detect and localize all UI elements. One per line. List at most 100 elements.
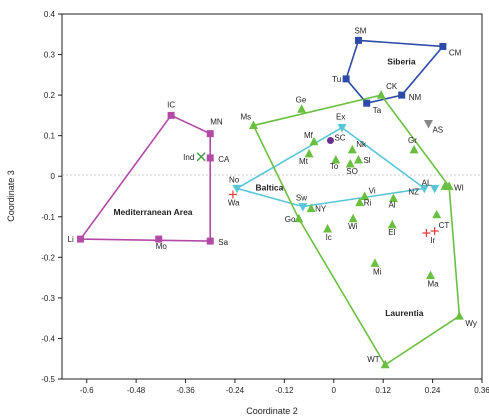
point-laurentia-ge [297, 104, 307, 113]
point-laurentia-unlabeled [432, 209, 442, 219]
point-laurentia-ma [426, 270, 436, 280]
point-baltica-sw [298, 203, 308, 212]
x-axis-title: Coordinate 2 [246, 406, 298, 416]
point-label-ir: Ir [430, 236, 435, 245]
point-label-ic: Ic [326, 233, 332, 242]
x-tick-label: -0.12 [275, 386, 294, 395]
x-tick-label: 0 [332, 386, 337, 395]
y-axis-title: Coordinate 3 [6, 170, 16, 222]
point-siberia-ta [363, 99, 371, 107]
point-label-wa: Wa [228, 198, 240, 207]
x-tick-label: -0.24 [226, 386, 245, 395]
y-axis: 0.4 0.3 0.2 0.1 0 -0.1 -0.2 -0.3 -0.4 -0.5 [41, 10, 62, 384]
point-laurentia-wi [348, 213, 358, 223]
y-tick-label: 0.4 [44, 10, 56, 19]
point-label-ca: CA [218, 155, 230, 164]
point-label-ms: Ms [240, 113, 251, 122]
point-label-mi: Mi [373, 267, 382, 276]
point-label-ct: CT [439, 221, 450, 230]
point-baltica-no [232, 184, 242, 194]
point-laurentia-sl [353, 155, 363, 164]
point-label-gr: Gr [408, 136, 417, 145]
point-label-ny: NY [315, 205, 327, 214]
point-label-sw: Sw [296, 194, 307, 203]
point-laurentia-vi [360, 191, 370, 200]
point-mediterranean-area-mn [206, 130, 214, 138]
point-sc [326, 137, 334, 145]
point-mediterranean-area-ic [167, 111, 175, 119]
x-tick-label: -0.6 [80, 386, 94, 395]
point-label-mf: Mf [304, 131, 314, 140]
point-label-mt: Mt [299, 157, 309, 166]
point-label-sl: Sl [363, 156, 370, 165]
point-as [423, 120, 433, 129]
group-label-mediterranean-area: Mediterranean Area [113, 207, 192, 217]
point-label-no: No [229, 175, 240, 184]
point-mediterranean-area-ca [206, 154, 214, 162]
y-tick-label: -0.3 [41, 294, 55, 303]
point-label-li: Li [68, 235, 74, 244]
point-label-nm: NM [409, 93, 422, 102]
x-tick-label: 0.24 [425, 386, 441, 395]
point-label-wi: WI [454, 183, 464, 192]
plot-frame [61, 13, 483, 380]
y-tick-label: 0.3 [44, 51, 56, 60]
point-label-ri: Ri [364, 199, 372, 208]
x-tick-label: -0.48 [127, 386, 146, 395]
y-tick-label: -0.1 [41, 213, 55, 222]
point-laurentia-mf [309, 136, 319, 146]
point-label-cm: CM [449, 48, 462, 57]
hull-siberia [345, 39, 445, 105]
point-label-ge: Ge [296, 95, 307, 104]
point-laurentia-ri [355, 197, 365, 207]
point-baltica-nz [419, 184, 429, 194]
point-ct [430, 226, 439, 235]
x-tick-label: 0.36 [474, 386, 489, 395]
y-tick-label: -0.4 [41, 334, 55, 343]
point-laurentia-unlabeled [440, 181, 450, 190]
point-laurentia-ny [306, 203, 316, 213]
point-label-sc: SC [334, 134, 345, 143]
y-tick-label: 0.2 [44, 91, 56, 100]
point-laurentia-wt [380, 359, 390, 369]
point-label-to: To [330, 162, 339, 171]
data-points: IC MN CA Sa Mo Li SM CM NM Tu Ta Ex NZ No Sw AL Ms Ge CK Mf… [68, 26, 477, 369]
point-label-ex: Ex [336, 113, 345, 122]
group-labels: Mediterranean Area Siberia Baltica Laurenti… [113, 57, 423, 318]
point-label-ic: IC [167, 100, 175, 109]
point-label-ma: Ma [428, 280, 440, 289]
point-mediterranean-area-sa [206, 237, 214, 245]
point-label-as: AS [432, 126, 443, 135]
point-laurentia-ck [376, 90, 386, 99]
point-laurentia-ms [248, 120, 258, 130]
point-siberia-nm [398, 91, 406, 99]
point-label-al: AL [422, 178, 432, 187]
point-label-el: El [388, 228, 395, 237]
point-laurentia-mt [304, 148, 314, 158]
point-label-nz: NZ [408, 187, 419, 196]
point-label-vi: Vi [369, 187, 376, 196]
point-laurentia-al [388, 193, 398, 203]
point-label-go: Go [285, 215, 296, 224]
point-wa [228, 190, 237, 199]
hull-mediterranean-area [79, 114, 211, 242]
group-label-siberia: Siberia [387, 57, 416, 67]
point-ind [196, 152, 206, 162]
point-laurentia-gr [409, 144, 419, 154]
x-tick-label: 0.12 [375, 386, 391, 395]
point-laurentia-wy [454, 311, 464, 320]
point-label-ind: Ind [183, 153, 194, 162]
point-siberia-sm [354, 36, 362, 44]
point-laurentia-to [331, 155, 341, 164]
point-label-wi: Wi [348, 222, 358, 231]
point-label-mo: Mo [156, 242, 168, 251]
point-laurentia-mi [370, 258, 380, 267]
point-label-mn: MN [210, 118, 223, 127]
point-label-sa: Sa [218, 238, 228, 247]
group-label-laurentia: Laurentia [385, 308, 424, 318]
y-tick-label: 0 [51, 172, 56, 181]
point-label-tu: Tu [332, 75, 341, 84]
point-label-wy: Wy [465, 319, 476, 328]
point-siberia-cm [439, 42, 447, 50]
point-label-wt: WT [367, 355, 380, 364]
